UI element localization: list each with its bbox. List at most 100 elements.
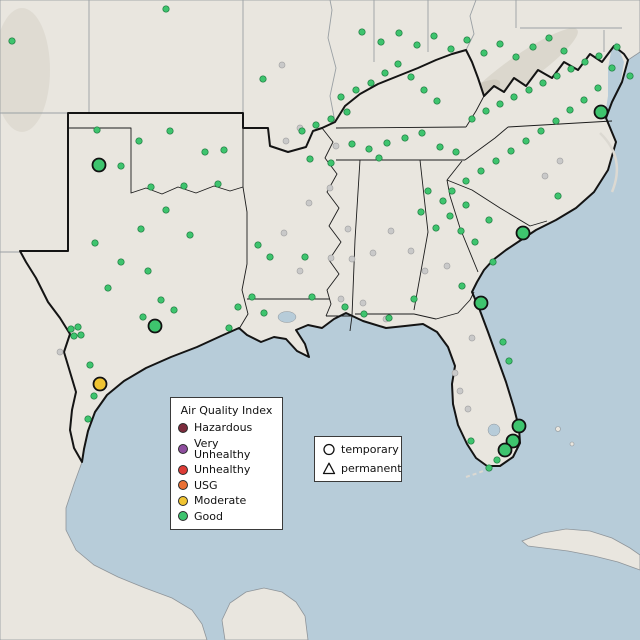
chesapeake-bay bbox=[604, 42, 624, 122]
station-marker-good bbox=[477, 167, 485, 175]
station-marker-good bbox=[566, 106, 574, 114]
temporary-circle-icon bbox=[323, 443, 335, 456]
station-marker-inactive bbox=[296, 267, 304, 275]
station-marker-inactive bbox=[327, 254, 335, 262]
station-marker-good bbox=[436, 143, 444, 151]
station-marker-good bbox=[135, 137, 143, 145]
station-marker-good bbox=[468, 115, 476, 123]
station-marker-good bbox=[234, 303, 242, 311]
station-marker-good bbox=[74, 323, 82, 331]
station-marker-good bbox=[545, 34, 553, 42]
station-marker-good bbox=[306, 155, 314, 163]
station-marker-inactive bbox=[556, 157, 564, 165]
station-marker-good bbox=[537, 127, 545, 135]
station-marker-good bbox=[375, 154, 383, 162]
station-marker-good bbox=[510, 93, 518, 101]
station-marker-good bbox=[139, 313, 147, 321]
station-marker-good bbox=[157, 296, 165, 304]
station-marker-good bbox=[401, 134, 409, 142]
station-marker-good bbox=[580, 96, 588, 104]
station-marker-good bbox=[383, 139, 391, 147]
station-marker-good bbox=[162, 5, 170, 13]
station-marker-good bbox=[162, 206, 170, 214]
station-marker-good bbox=[567, 65, 575, 73]
station-marker-good bbox=[77, 331, 85, 339]
station-marker-good bbox=[410, 295, 418, 303]
station-marker-good-large bbox=[515, 225, 531, 241]
station-marker-good-large bbox=[505, 433, 521, 449]
station-marker-good bbox=[170, 306, 178, 314]
station-marker-inactive bbox=[282, 137, 290, 145]
station-marker-good bbox=[360, 310, 368, 318]
station-marker-good bbox=[608, 64, 616, 72]
station-marker-good bbox=[365, 145, 373, 153]
aqi-legend-row-usg: USG bbox=[178, 480, 275, 491]
station-marker-good bbox=[147, 183, 155, 191]
station-marker-good bbox=[446, 212, 454, 220]
station-marker-good bbox=[220, 146, 228, 154]
station-marker-good bbox=[529, 43, 537, 51]
aqi-legend-title: Air Quality Index bbox=[180, 404, 273, 417]
station-marker-good bbox=[266, 253, 274, 261]
station-marker-good bbox=[505, 357, 513, 365]
station-marker-good bbox=[471, 238, 479, 246]
station-marker-good bbox=[595, 52, 603, 60]
type-legend-row-temporary: temporary bbox=[322, 443, 399, 456]
region-outline bbox=[19, 45, 629, 467]
station-marker-inactive bbox=[326, 184, 334, 192]
permanent-triangle-icon bbox=[322, 462, 336, 475]
station-marker-good bbox=[496, 100, 504, 108]
station-marker-good bbox=[457, 227, 465, 235]
station-marker-good bbox=[407, 73, 415, 81]
station-marker-good bbox=[144, 267, 152, 275]
station-marker-good-large bbox=[593, 104, 609, 120]
station-marker-good-large bbox=[91, 157, 107, 173]
aqi-legend-row-very-unhealthy: Very Unhealthy bbox=[178, 438, 275, 460]
station-marker-good bbox=[462, 201, 470, 209]
station-marker-good bbox=[424, 187, 432, 195]
station-marker-inactive bbox=[443, 262, 451, 270]
station-marker-good bbox=[452, 148, 460, 156]
station-marker-good-large bbox=[147, 318, 163, 334]
region-fill bbox=[20, 46, 628, 466]
station-marker-good bbox=[90, 392, 98, 400]
station-marker-good bbox=[343, 108, 351, 116]
station-marker-good-large bbox=[497, 442, 513, 458]
island-bahamas-2 bbox=[569, 441, 575, 447]
permanent-label: permanent bbox=[341, 462, 402, 475]
station-marker-inactive bbox=[407, 247, 415, 255]
station-marker-good bbox=[225, 324, 233, 332]
station-marker-good bbox=[91, 239, 99, 247]
station-marker-good bbox=[312, 121, 320, 129]
station-marker-good bbox=[439, 197, 447, 205]
station-marker-good bbox=[418, 129, 426, 137]
station-marker-good bbox=[117, 258, 125, 266]
station-marker-good bbox=[394, 60, 402, 68]
station-marker-good bbox=[180, 182, 188, 190]
station-marker-good bbox=[358, 28, 366, 36]
station-marker-good bbox=[8, 37, 16, 45]
land-yucatan bbox=[221, 587, 309, 640]
station-marker-good bbox=[417, 208, 425, 216]
station-marker-good bbox=[447, 45, 455, 53]
station-marker-good bbox=[553, 72, 561, 80]
station-marker-good bbox=[448, 187, 456, 195]
station-marker-good bbox=[385, 314, 393, 322]
station-marker-good bbox=[166, 127, 174, 135]
good-label: Good bbox=[194, 509, 223, 523]
station-marker-good bbox=[367, 79, 375, 87]
station-marker-good bbox=[496, 40, 504, 48]
station-marker-inactive bbox=[332, 142, 340, 150]
station-marker-inactive bbox=[451, 369, 459, 377]
station-marker-good bbox=[507, 147, 515, 155]
station-marker-good-large bbox=[473, 295, 489, 311]
station-marker-good bbox=[201, 148, 209, 156]
station-marker-good bbox=[554, 192, 562, 200]
station-marker-good bbox=[493, 456, 501, 464]
station-marker-inactive bbox=[280, 229, 288, 237]
station-marker-good bbox=[463, 36, 471, 44]
station-marker-good bbox=[67, 325, 75, 333]
station-marker-good bbox=[377, 38, 385, 46]
station-marker-good bbox=[248, 293, 256, 301]
